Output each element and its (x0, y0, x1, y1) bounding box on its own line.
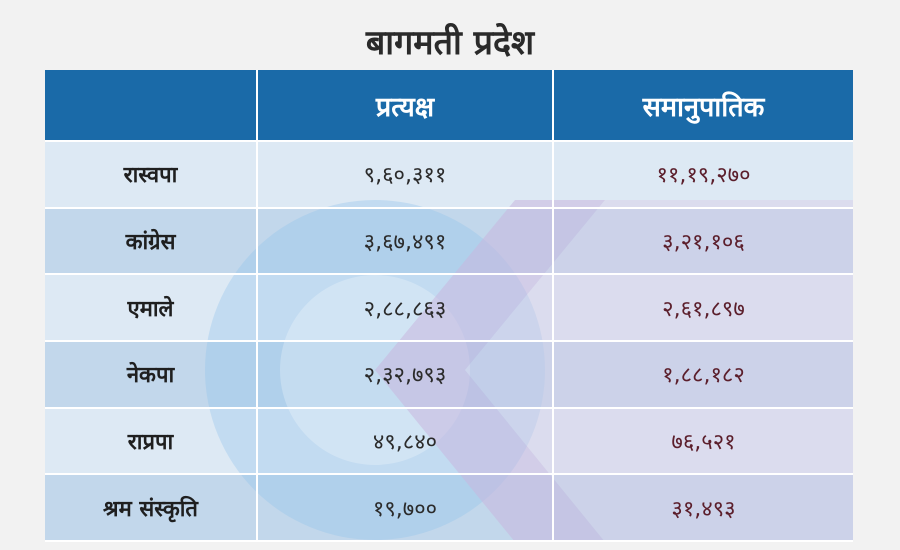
proportional-cell: ११,१९,२७० (554, 142, 853, 209)
direct-cell: २,८८,८६३ (258, 275, 554, 342)
chart-title: बागमती प्रदेश (365, 23, 535, 63)
proportional-cell: २,६१,८९७ (554, 275, 853, 342)
proportional-cell: १,८८,१८२ (554, 342, 853, 409)
direct-cell: ३,६७,४९१ (258, 208, 554, 276)
header-proportional: समानुपातिक (554, 70, 853, 142)
party-cell: राप्रपा (45, 408, 258, 476)
direct-cell: २,३२,७९३ (258, 341, 554, 409)
party-cell: श्रम संस्कृति (45, 475, 258, 542)
header-party (45, 70, 258, 142)
results-table: प्रत्यक्ष समानुपातिक रास्वपा ९,६०,३११ ११… (45, 70, 853, 542)
table-grid: प्रत्यक्ष समानुपातिक रास्वपा ९,६०,३११ ११… (45, 70, 853, 542)
direct-cell: १९,७०० (258, 475, 554, 542)
party-cell: एमाले (45, 275, 258, 342)
direct-cell: ९,६०,३११ (258, 142, 554, 209)
header-direct: प्रत्यक्ष (258, 70, 554, 142)
direct-cell: ४९,८४० (258, 408, 554, 476)
proportional-cell: ३१,४९३ (554, 475, 853, 542)
party-cell: कांग्रेस (45, 208, 258, 276)
proportional-cell: ३,२१,१०६ (554, 209, 853, 276)
party-cell: रास्वपा (45, 142, 258, 209)
party-cell: नेकपा (45, 341, 258, 409)
proportional-cell: ७६,५२१ (554, 409, 853, 476)
